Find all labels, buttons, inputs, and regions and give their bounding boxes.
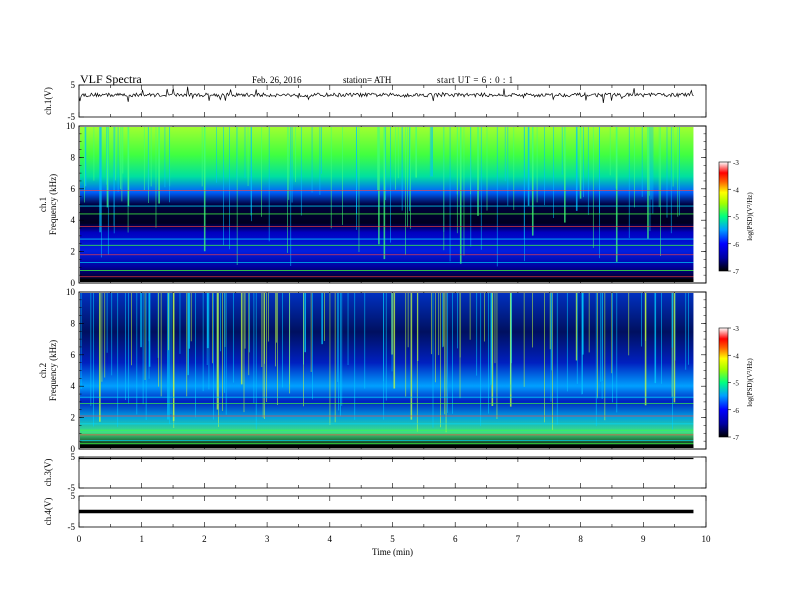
x-tick-label: 2 — [202, 534, 207, 544]
date-label: Feb. 26, 2016 — [252, 75, 302, 85]
spec-2-channel-label: ch.2 — [38, 363, 48, 378]
ch3-ylabel: ch.3(V) — [43, 459, 53, 487]
colorbar-2 — [718, 327, 729, 438]
colorbar-label-2: log(PSD)(V²/Hz) — [746, 358, 754, 407]
spectrogram-floor — [80, 445, 694, 448]
y-tick-label: 8 — [71, 318, 76, 328]
x-tick-label: 9 — [641, 534, 646, 544]
x-tick-label: 10 — [702, 534, 712, 544]
x-axis-label: Time (min) — [372, 547, 413, 557]
chart-title: VLF Spectra — [80, 72, 142, 86]
y-tick-label: 0 — [71, 278, 76, 288]
colorbar-tick-label: -4 — [733, 186, 739, 194]
spectrogram-floor — [80, 279, 694, 282]
spectrogram-background — [80, 127, 694, 282]
spectrogram-1-image — [80, 127, 694, 282]
colorbar-tick-label: -7 — [733, 434, 739, 442]
spec-1-channel-label: ch.1 — [38, 197, 48, 212]
spec-2-frequency-label: Frequency (kHz) — [48, 340, 58, 401]
y-tick-label: 2 — [71, 413, 76, 423]
spectrogram-background — [80, 293, 694, 448]
colorbar-1 — [718, 161, 729, 272]
x-tick-label: 4 — [328, 534, 333, 544]
x-tick-label: 0 — [77, 534, 82, 544]
y-tick-label: 10 — [66, 287, 76, 297]
y-tick-label: 4 — [71, 381, 76, 391]
ch1-waveform-line — [78, 86, 694, 104]
y-tick-label: 6 — [71, 184, 76, 194]
x-tick-label: 7 — [516, 534, 521, 544]
x-tick-label: 1 — [139, 534, 144, 544]
x-tick-label: 6 — [453, 534, 458, 544]
y-tick-label: 4 — [71, 215, 76, 225]
spectrogram-2-image — [80, 293, 694, 448]
colorbar-tick-label: -5 — [733, 380, 739, 388]
colorbar-tick-label: -6 — [733, 407, 739, 415]
x-tick-label: 3 — [265, 534, 270, 544]
colorbar-tick-label: -3 — [733, 325, 739, 333]
y-tick-label: -5 — [68, 522, 76, 532]
y-tick-label: -5 — [68, 112, 76, 122]
y-tick-label: 2 — [71, 247, 76, 257]
colorbar-tick-label: -5 — [733, 214, 739, 222]
colorbar-tick-label: -7 — [733, 268, 739, 276]
y-tick-label: 5 — [71, 491, 76, 501]
y-tick-label: 10 — [66, 121, 76, 131]
start-ut-label: start UT = 6 : 0 : 1 — [437, 75, 514, 85]
spec-1-frequency-label: Frequency (kHz) — [48, 174, 58, 235]
y-tick-label: -5 — [68, 483, 76, 493]
colorbar-label-1: log(PSD)(V²/Hz) — [746, 192, 754, 241]
colorbar-tick-label: -4 — [733, 352, 739, 360]
station-label: station= ATH — [343, 75, 392, 85]
y-tick-label: 8 — [71, 152, 76, 162]
x-tick-label: 5 — [390, 534, 395, 544]
ch1-ylabel: ch.1(V) — [43, 87, 53, 115]
ch4-ylabel: ch.4(V) — [43, 498, 53, 526]
colorbar-tick-label: -6 — [733, 241, 739, 249]
y-tick-label: 6 — [71, 350, 76, 360]
x-tick-label: 8 — [578, 534, 583, 544]
colorbar-tick-label: -3 — [733, 159, 739, 167]
y-tick-label: 5 — [71, 452, 76, 462]
y-tick-label: 0 — [71, 444, 76, 454]
y-tick-label: 5 — [71, 80, 76, 90]
